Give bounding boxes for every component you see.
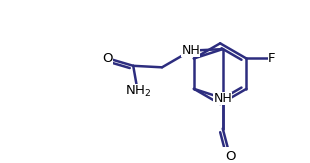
- Text: O: O: [225, 150, 235, 163]
- Text: F: F: [268, 52, 275, 65]
- Text: NH$_2$: NH$_2$: [125, 84, 151, 99]
- Text: NH: NH: [181, 44, 200, 57]
- Text: O: O: [102, 52, 113, 65]
- Text: NH: NH: [213, 92, 232, 105]
